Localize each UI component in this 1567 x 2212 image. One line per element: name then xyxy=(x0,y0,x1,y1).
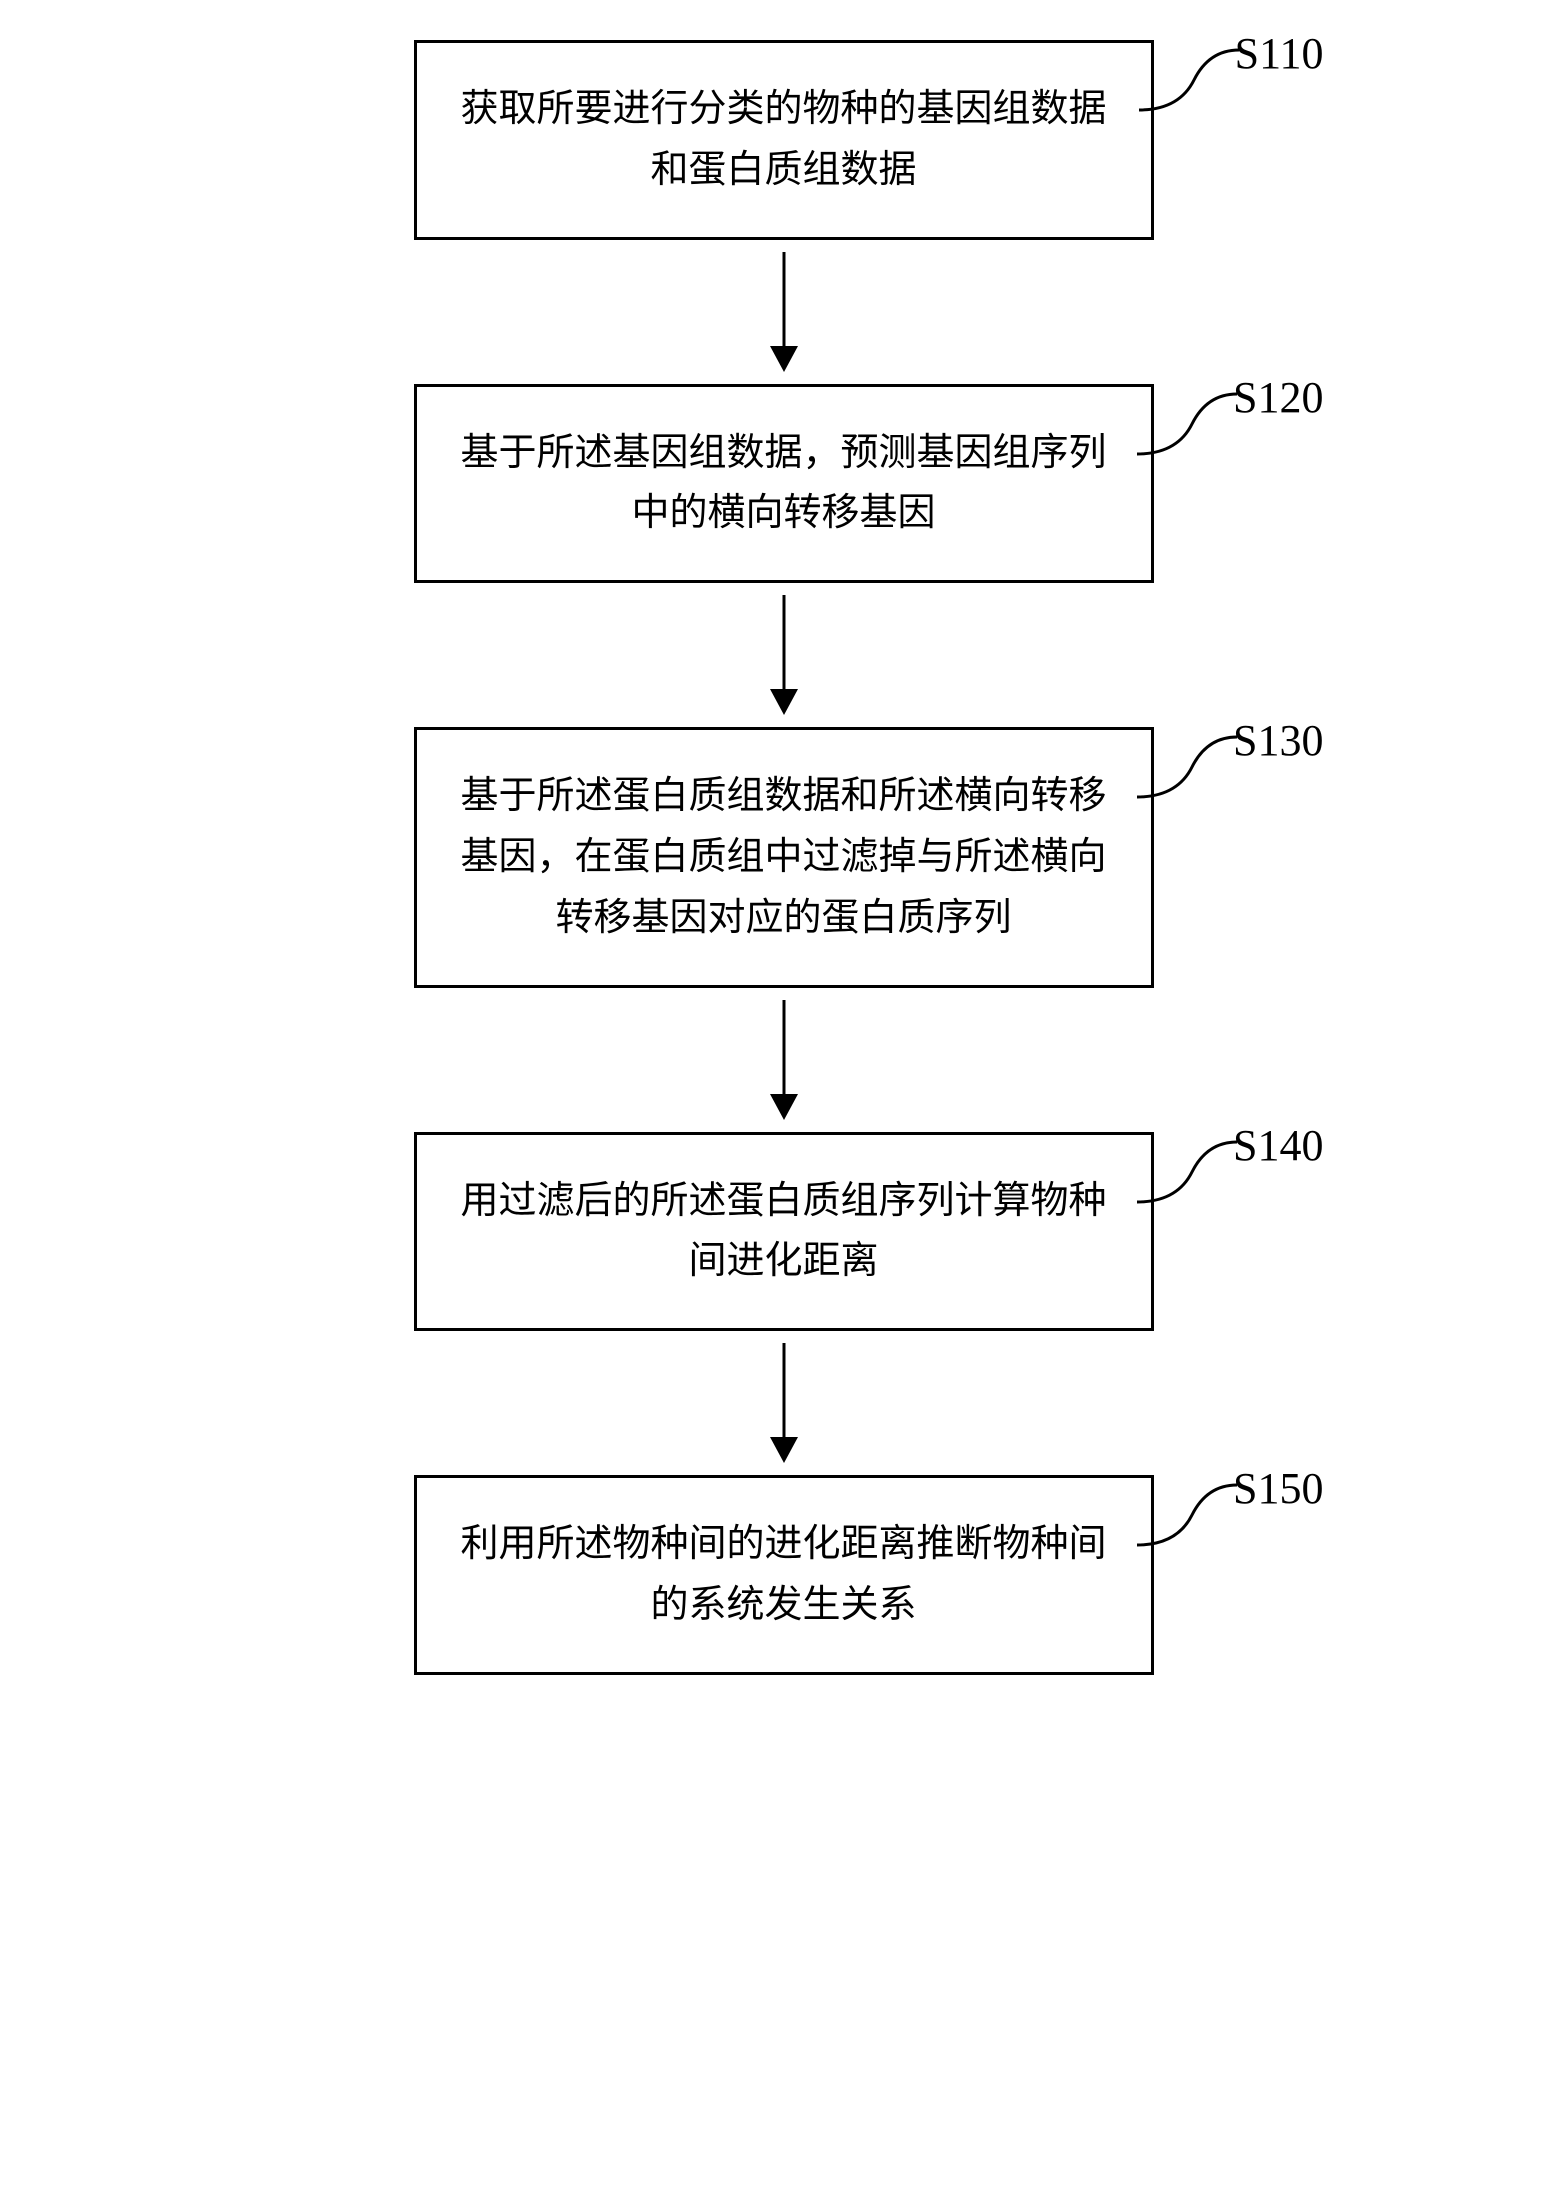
connector-curve-icon xyxy=(1137,727,1237,807)
flowchart-container: 获取所要进行分类的物种的基因组数据和蛋白质组数据 S110 基于所述基因组数据，… xyxy=(234,40,1334,1675)
step-row: 用过滤后的所述蛋白质组序列计算物种间进化距离 S140 xyxy=(234,1132,1334,1332)
label-connector: S120 xyxy=(1137,384,1323,464)
label-connector: S130 xyxy=(1137,727,1323,807)
arrow-container xyxy=(234,252,1334,372)
step-label: S110 xyxy=(1235,28,1324,79)
label-connector: S140 xyxy=(1137,1132,1323,1212)
down-arrow-icon xyxy=(764,1000,804,1120)
step-label: S130 xyxy=(1233,715,1323,766)
connector-curve-icon xyxy=(1139,40,1239,120)
down-arrow-icon xyxy=(764,252,804,372)
box-text: 利用所述物种间的进化距离推断物种间的系统发生关系 xyxy=(461,1523,1107,1626)
arrow-container xyxy=(234,595,1334,715)
box-text: 获取所要进行分类的物种的基因组数据和蛋白质组数据 xyxy=(461,88,1107,191)
down-arrow-icon xyxy=(764,595,804,715)
connector-curve-icon xyxy=(1137,384,1237,464)
connector-curve-icon xyxy=(1137,1475,1237,1555)
box-text: 基于所述蛋白质组数据和所述横向转移基因，在蛋白质组中过滤掉与所述横向转移基因对应… xyxy=(461,775,1107,939)
down-arrow-icon xyxy=(764,1343,804,1463)
step-label: S140 xyxy=(1233,1120,1323,1171)
box-text: 用过滤后的所述蛋白质组序列计算物种间进化距离 xyxy=(461,1180,1107,1283)
flowchart-box: 基于所述蛋白质组数据和所述横向转移基因，在蛋白质组中过滤掉与所述横向转移基因对应… xyxy=(414,727,1154,987)
step-row: 基于所述基因组数据，预测基因组序列中的横向转移基因 S120 xyxy=(234,384,1334,584)
arrow-container xyxy=(234,1343,1334,1463)
flowchart-box: 利用所述物种间的进化距离推断物种间的系统发生关系 xyxy=(414,1475,1154,1675)
step-row: 利用所述物种间的进化距离推断物种间的系统发生关系 S150 xyxy=(234,1475,1334,1675)
step-label: S150 xyxy=(1233,1463,1323,1514)
arrow-container xyxy=(234,1000,1334,1120)
label-connector: S150 xyxy=(1137,1475,1323,1555)
box-text: 基于所述基因组数据，预测基因组序列中的横向转移基因 xyxy=(461,432,1107,535)
flowchart-box: 获取所要进行分类的物种的基因组数据和蛋白质组数据 xyxy=(414,40,1154,240)
step-row: 基于所述蛋白质组数据和所述横向转移基因，在蛋白质组中过滤掉与所述横向转移基因对应… xyxy=(234,727,1334,987)
connector-curve-icon xyxy=(1137,1132,1237,1212)
flowchart-box: 用过滤后的所述蛋白质组序列计算物种间进化距离 xyxy=(414,1132,1154,1332)
step-row: 获取所要进行分类的物种的基因组数据和蛋白质组数据 S110 xyxy=(234,40,1334,240)
flowchart-box: 基于所述基因组数据，预测基因组序列中的横向转移基因 xyxy=(414,384,1154,584)
step-label: S120 xyxy=(1233,372,1323,423)
label-connector: S110 xyxy=(1139,40,1324,120)
